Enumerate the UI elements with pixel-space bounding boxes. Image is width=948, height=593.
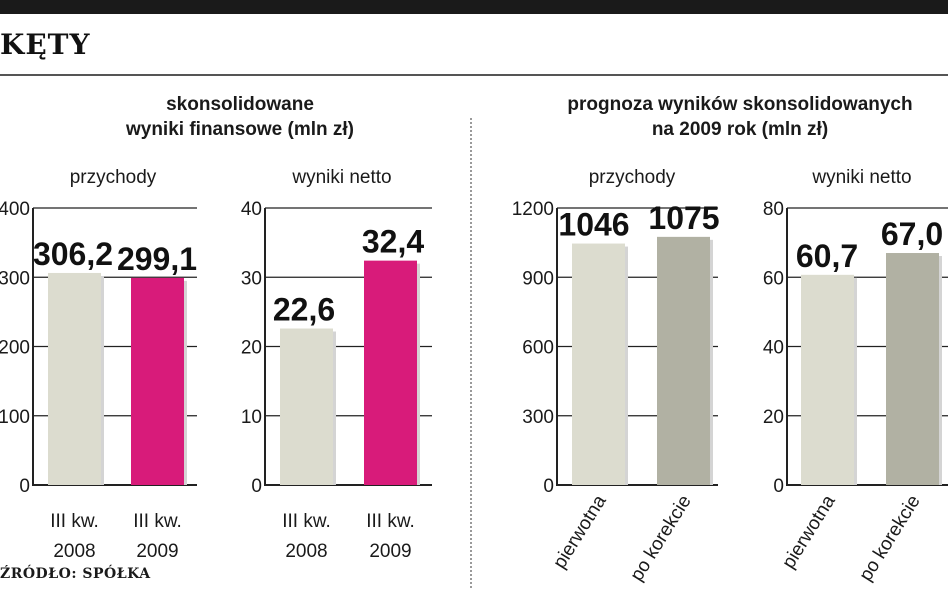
chart-2-tick-label: 0 xyxy=(543,476,554,497)
chart-2-tick-label: 1200 xyxy=(512,199,554,220)
chart-3-category-label-0: pierwotna xyxy=(778,491,840,572)
brand-rule xyxy=(0,74,948,76)
chart-0-category-label-0: 2008 xyxy=(53,541,95,562)
chart-1-tick-label: 30 xyxy=(241,268,262,289)
chart-1-data-label-1: 32,4 xyxy=(362,224,424,260)
chart-1-title: wyniki netto xyxy=(291,167,391,188)
chart-3-tick-label: 20 xyxy=(763,407,784,428)
chart-3-title: wyniki netto xyxy=(811,167,911,188)
chart-1-tick-label: 20 xyxy=(241,338,262,359)
chart-2-tick-label: 900 xyxy=(522,268,554,289)
chart-1-bar-1 xyxy=(364,260,417,485)
chart-0-tick-label: 400 xyxy=(0,199,30,220)
section-title-right-line2: na 2009 rok (mln zł) xyxy=(651,119,829,140)
chart-3-data-label-0: 60,7 xyxy=(796,238,858,274)
chart-1-tick-label: 0 xyxy=(251,476,262,497)
chart-2-data-label-0: 1046 xyxy=(558,207,629,243)
brand-title: KĘTY xyxy=(0,28,91,61)
chart-0-tick-label: 0 xyxy=(19,476,30,497)
chart-3-category-label-1: po korekcie xyxy=(855,492,924,586)
chart-1-category-label-0: 2008 xyxy=(285,541,327,562)
section-title-left-line1: skonsolidowane xyxy=(166,94,314,115)
chart-0-bar-1 xyxy=(131,277,184,485)
chart-1-bar-0 xyxy=(280,328,333,485)
chart-0-category-label-1: III kw. xyxy=(133,511,182,532)
chart-0-tick-label: 100 xyxy=(0,407,30,428)
section-title-right: prognoza wyników skonsolidowanych na 200… xyxy=(520,92,948,142)
chart-1-category-label-0: III kw. xyxy=(282,511,331,532)
chart-0-title: przychody xyxy=(70,167,157,188)
chart-3-bar-1 xyxy=(886,253,939,485)
chart-0-tick-label: 200 xyxy=(0,338,30,359)
chart-1-category-label-1: III kw. xyxy=(366,511,415,532)
chart-2-tick-label: 600 xyxy=(522,338,554,359)
chart-3-data-label-1: 67,0 xyxy=(881,216,943,252)
chart-3-tick-label: 0 xyxy=(773,476,784,497)
chart-0-category-label-1: 2009 xyxy=(136,541,178,562)
chart-1-tick-label: 10 xyxy=(241,407,262,428)
top-bar xyxy=(0,0,948,14)
chart-1-category-label-1: 2009 xyxy=(369,541,411,562)
chart-2-data-label-1: 1075 xyxy=(648,200,719,236)
chart-2-category-label-0: pierwotna xyxy=(549,491,611,572)
chart-0-category-label-0: III kw. xyxy=(50,511,99,532)
chart-3-tick-label: 60 xyxy=(763,268,784,289)
chart-3-tick-label: 80 xyxy=(763,199,784,220)
chart-3-tick-label: 40 xyxy=(763,338,784,359)
chart-1-tick-label: 40 xyxy=(241,199,262,220)
chart-2-title: przychody xyxy=(589,167,676,188)
chart-2-category-label-1: po korekcie xyxy=(626,492,695,586)
chart-0-data-label-1: 299,1 xyxy=(117,241,197,277)
chart-3-bar-0 xyxy=(801,274,854,485)
chart-0-tick-label: 300 xyxy=(0,268,30,289)
chart-2-tick-label: 300 xyxy=(522,407,554,428)
chart-0-data-label-0: 306,2 xyxy=(33,236,113,272)
chart-2-bar-1 xyxy=(657,236,710,485)
section-title-left-line2: wyniki finansowe (mln zł) xyxy=(125,119,355,140)
section-title-left: skonsolidowane wyniki finansowe (mln zł) xyxy=(40,92,440,142)
source-note: ŹRÓDŁO: SPÓŁKA xyxy=(0,566,151,582)
section-title-right-line1: prognoza wyników skonsolidowanych xyxy=(567,94,913,115)
chart-0-bar-0 xyxy=(48,272,101,485)
chart-1-data-label-0: 22,6 xyxy=(273,291,335,327)
chart-2-bar-0 xyxy=(572,243,625,485)
section-divider xyxy=(470,118,472,588)
